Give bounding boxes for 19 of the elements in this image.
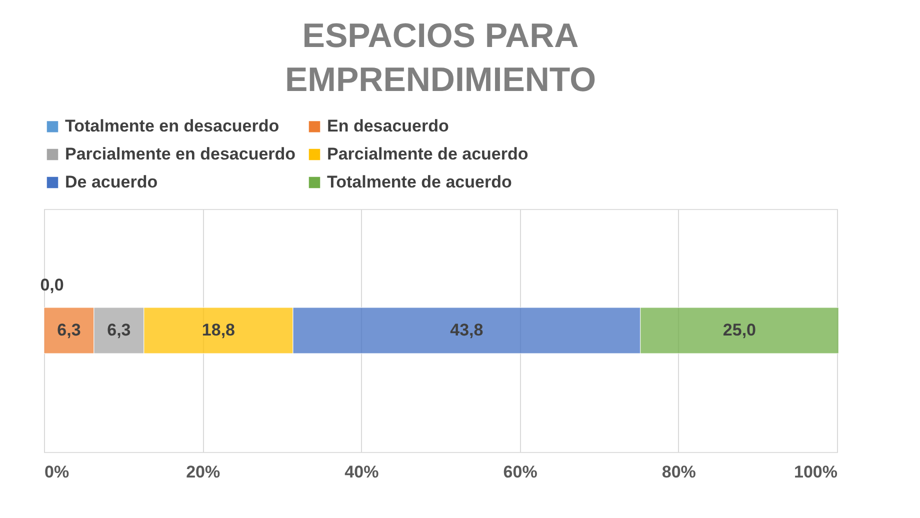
legend-label: En desacuerdo bbox=[327, 116, 449, 136]
chart-title: ESPACIOS PARA EMPRENDIMIENTO bbox=[284, 17, 596, 99]
text: 43,8 bbox=[450, 320, 484, 340]
x-tick-label: 0% bbox=[44, 462, 70, 482]
x-tick-label: 40% bbox=[344, 462, 379, 482]
legend-label: Totalmente en desacuerdo bbox=[65, 116, 280, 136]
legend-label: Totalmente de acuerdo bbox=[327, 172, 512, 192]
text: 6,3 bbox=[107, 320, 131, 340]
text: 18,8 bbox=[202, 320, 236, 340]
text: 0,0 bbox=[40, 276, 64, 294]
legend-label: Parcialmente en desacuerdo bbox=[65, 144, 296, 164]
text: 6,3 bbox=[57, 320, 81, 340]
x-tick-label: 80% bbox=[662, 462, 696, 482]
x-tick-label: 60% bbox=[503, 462, 538, 482]
x-tick-label: 100% bbox=[794, 462, 838, 482]
legend-label: Parcialmente de acuerdo bbox=[327, 144, 528, 164]
x-tick-label: 20% bbox=[186, 462, 220, 482]
text: 25,0 bbox=[722, 320, 756, 340]
legend-label: De acuerdo bbox=[65, 172, 158, 192]
